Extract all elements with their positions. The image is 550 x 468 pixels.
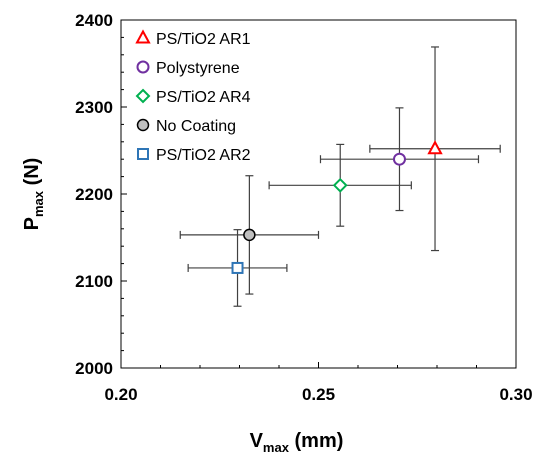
legend-label: PS/TiO2 AR4	[156, 89, 251, 106]
legend-marker	[136, 60, 150, 74]
data-point	[392, 152, 406, 166]
axes: 2000 2100 2200 2300 2400 0.20 0.25 0.30	[75, 11, 532, 404]
data-point	[332, 177, 348, 193]
legend-label: PS/TiO2 AR2	[156, 147, 251, 164]
x-tick-label: 0.25	[302, 385, 335, 404]
legend-marker	[135, 29, 151, 44]
data-points	[231, 140, 443, 274]
data-point	[427, 140, 443, 155]
legend: PS/TiO2 AR1 Polystyrene PS/TiO2 AR4 No Coat…	[135, 29, 251, 164]
legend-marker	[136, 118, 150, 132]
y-axis-title: Pmax (N)	[21, 158, 46, 231]
error-bars	[179, 46, 501, 307]
legend-marker	[137, 148, 149, 160]
y-tick-label: 2400	[75, 11, 113, 30]
y-tick-label: 2300	[75, 98, 113, 117]
x-tick-label: 0.30	[499, 385, 532, 404]
y-tick-label: 2000	[75, 359, 113, 378]
axis-titles: Vmax (mm) Pmax (N)	[21, 158, 343, 455]
y-tick-label: 2100	[75, 272, 113, 291]
legend-label: PS/TiO2 AR1	[156, 31, 251, 48]
y-tick-label: 2200	[75, 185, 113, 204]
legend-marker	[135, 88, 151, 104]
x-tick-label: 0.20	[104, 385, 137, 404]
data-point	[231, 261, 244, 274]
data-point	[243, 228, 256, 242]
legend-label: Polystyrene	[156, 60, 240, 77]
legend-label: No Coating	[156, 118, 236, 135]
x-axis-title: Vmax (mm)	[250, 430, 344, 455]
